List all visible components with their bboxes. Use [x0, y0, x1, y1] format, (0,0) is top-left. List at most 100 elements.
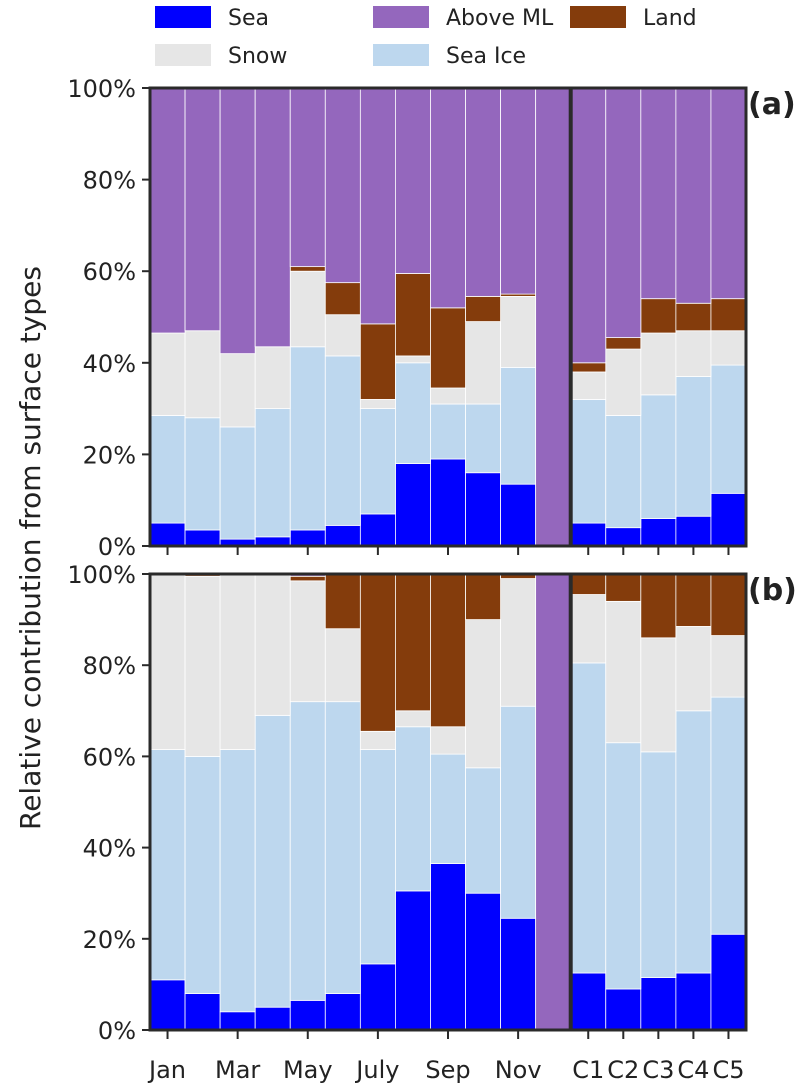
legend-label-above-ml: Above ML: [446, 6, 554, 31]
bar-b-sea-ice-c1: [570, 662, 607, 974]
bar-b-sea-ice-apr: [254, 714, 291, 1008]
bar-a-above-ml-apr: [254, 87, 291, 348]
bar-a-land-july: [359, 323, 396, 400]
bar-b-land-c1: [570, 573, 607, 595]
bar-a-sea-ice-sep: [430, 403, 466, 460]
bar-b-sea-ice-jun: [324, 701, 361, 994]
bar-a-sea-c5: [710, 492, 747, 547]
bar-a-above-ml-oct: [465, 87, 501, 297]
bar-a-sea-ice-mar: [219, 426, 256, 540]
panel-b: 0% 20% 40% 60% 80% 100% (b): [67, 561, 797, 1045]
bar-a-sea-ice-apr: [254, 408, 291, 538]
bar-b-land-c5: [710, 573, 747, 636]
bar-b-snow-jan: [149, 573, 186, 750]
x-tick-label-jan: Jan: [147, 1056, 186, 1084]
bar-a-above-ml-feb: [184, 87, 221, 332]
x-tick-label-nov: Nov: [495, 1056, 542, 1084]
y-tick-label: 80%: [83, 652, 136, 680]
bar-b-snow-sep: [430, 726, 466, 755]
bar-b-sea-ice-c3: [640, 751, 677, 978]
legend-swatch-above-ml: [373, 6, 429, 28]
bar-a-snow-jan: [149, 332, 186, 416]
bar-b-land-c2: [605, 573, 642, 602]
bar-a-sea-may: [289, 529, 326, 547]
bar-a-snow-c3: [640, 332, 677, 396]
bar-b-sea-jun: [324, 993, 361, 1031]
y-tick-label: 20%: [83, 441, 136, 469]
x-tick-label-c4: C4: [677, 1056, 709, 1084]
bar-b-snow-c3: [640, 637, 677, 753]
bar-a-snow-c4: [675, 330, 712, 377]
bar-a-land-oct: [465, 295, 501, 322]
bar-a-sea-ice-oct: [465, 403, 501, 474]
bar-b-snow-c2: [605, 600, 642, 744]
bar-b-sea-c1: [570, 972, 607, 1031]
legend-swatch-snow: [155, 44, 211, 66]
bar-a-sea-c2: [605, 527, 642, 547]
bar-b-snow-jun: [324, 628, 361, 703]
legend-swatch-land: [570, 6, 626, 28]
bar-b-sea-july: [359, 963, 396, 1031]
bar-a-land-c1: [570, 362, 607, 373]
bar-a-sea-jan: [149, 522, 186, 547]
legend-label-sea-ice: Sea Ice: [446, 44, 526, 69]
bar-b-snow-feb: [184, 575, 221, 757]
bar-b-sea-apr: [254, 1006, 291, 1031]
bar-a-snow-apr: [254, 346, 291, 409]
bar-b-land-c4: [675, 573, 712, 627]
legend-swatch-sea-ice: [373, 44, 429, 66]
legend-label-land: Land: [643, 6, 697, 31]
bar-a-above-ml-c2: [605, 87, 642, 339]
bar-b-sea-oct: [465, 892, 501, 1031]
bar-b-sea-nov: [500, 917, 537, 1031]
bar-a-sea-ice-aug: [395, 362, 431, 464]
y-tick-label: 100%: [67, 561, 136, 589]
panel-label: (a): [748, 87, 796, 122]
bar-b-sea-mar: [219, 1011, 256, 1031]
bar-a-sea-ice-nov: [500, 366, 537, 485]
x-tick-label-c5: C5: [712, 1056, 744, 1084]
bar-a-land-aug: [395, 273, 431, 357]
bar-b-snow-c1: [570, 594, 607, 664]
y-tick-label: 40%: [83, 350, 136, 378]
bar-b-land-july: [359, 573, 396, 732]
bar-b-sea-may: [289, 999, 326, 1031]
panel-label: (b): [748, 573, 797, 608]
bar-b-sea-feb: [184, 993, 221, 1031]
bar-a-above-ml-jun: [324, 87, 361, 284]
bar-b-sea-sep: [430, 863, 466, 1031]
bar-b-sea-c5: [710, 933, 747, 1031]
bar-b-land-c3: [640, 573, 677, 639]
bar-a-sea-ice-july: [359, 408, 396, 515]
bar-a-sea-ice-feb: [184, 417, 221, 531]
bar-a-sea-sep: [430, 458, 466, 547]
y-tick-label: 80%: [83, 167, 136, 195]
bar-b-sea-ice-nov: [500, 705, 537, 919]
x-tick-label-sep: Sep: [425, 1056, 470, 1084]
bar-b-snow-nov: [500, 578, 537, 707]
bar-a-above-ml-aug: [395, 87, 431, 274]
bar-a-snow-c2: [605, 348, 642, 416]
bar-b-snow-may: [289, 580, 326, 703]
bar-a-snow-c5: [710, 330, 747, 366]
bar-a-above-ml-nov: [500, 87, 537, 295]
bar-a-land-c5: [710, 298, 747, 332]
bar-b-sea-ice-may: [289, 701, 326, 1001]
y-tick-label: 40%: [83, 835, 136, 863]
bar-a-sea-july: [359, 513, 396, 547]
bar-a-above-ml-dec: [535, 87, 572, 547]
bar-b-sea-jan: [149, 979, 186, 1031]
y-tick-label: 0%: [98, 533, 136, 561]
bar-a-sea-ice-jan: [149, 415, 186, 524]
bar-a-above-ml-sep: [430, 87, 466, 309]
bar-b-snow-apr: [254, 573, 291, 716]
bar-a-above-ml-jan: [149, 87, 186, 334]
bar-b-sea-ice-jan: [149, 749, 186, 981]
x-axis: Jan Mar May July Sep Nov C1 C2 C3 C4 C5: [147, 1056, 744, 1084]
bar-a-land-may: [289, 266, 326, 272]
bar-b-snow-mar: [219, 573, 256, 750]
x-tick-label-july: July: [354, 1056, 399, 1084]
bar-b-land-oct: [465, 573, 501, 620]
bar-a-sea-ice-c5: [710, 364, 747, 494]
